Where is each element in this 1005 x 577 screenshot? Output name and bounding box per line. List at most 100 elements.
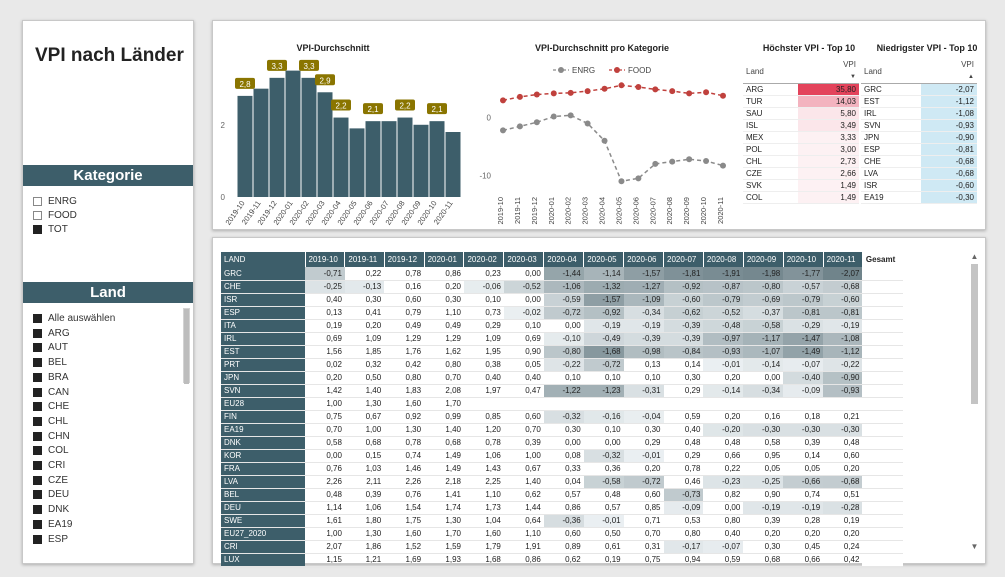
- table-row[interactable]: ISL 3,49: [743, 119, 859, 132]
- column-header[interactable]: 2020-04: [543, 252, 585, 267]
- land-slicer-scrollbar[interactable]: [183, 308, 190, 384]
- table-row[interactable]: DNK 0,58 0,68 0,78 0,68 0,78 0,39 0,00 0,00 0,29 0…: [221, 436, 903, 450]
- table-row[interactable]: GRC -0,71 0,22 0,78 0,86 0,23 0,00 -1,44 -1,14 -1…: [221, 267, 903, 281]
- land-item[interactable]: AUT: [33, 341, 68, 354]
- checkbox-icon[interactable]: [33, 446, 42, 456]
- point-enrg[interactable]: [703, 158, 710, 164]
- point-food[interactable]: [550, 90, 557, 97]
- land-item[interactable]: CHE: [33, 400, 69, 413]
- land-item[interactable]: EA19: [33, 518, 72, 531]
- land-item[interactable]: ESP: [33, 533, 68, 546]
- land-item[interactable]: BRA: [33, 371, 69, 384]
- checkbox-icon[interactable]: [33, 197, 42, 206]
- table-row[interactable]: ITA 0,19 0,20 0,49 0,49 0,29 0,10 0,00 -0,19 -0,1…: [221, 319, 903, 333]
- point-food[interactable]: [669, 88, 676, 95]
- checkbox-icon[interactable]: [33, 461, 42, 470]
- kategorie-item-food[interactable]: FOOD: [33, 209, 77, 222]
- column-header[interactable]: 2020-07: [663, 252, 704, 267]
- table-row[interactable]: EA19 -0,30: [861, 191, 977, 204]
- table-row[interactable]: BEL 0,48 0,39 0,76 1,41 1,10 0,62 0,57 0,48 0,60-…: [221, 488, 903, 502]
- table-row[interactable]: SWE 1,61 1,80 1,75 1,30 1,04 0,64 -0,36 -0,01 0,7…: [221, 514, 903, 528]
- point-food[interactable]: [703, 89, 710, 96]
- table-row[interactable]: EA19 0,70 1,00 1,30 1,40 1,20 0,70 0,30 0,10 0,30…: [221, 423, 903, 437]
- legend-label-enrg[interactable]: ENRG: [572, 66, 595, 75]
- matrix-scroll-thumb[interactable]: [971, 264, 978, 404]
- scroll-down-icon[interactable]: ▼: [970, 542, 979, 551]
- column-header[interactable]: 2020-08: [703, 252, 744, 267]
- bar[interactable]: [301, 77, 317, 197]
- column-header[interactable]: Gesamt: [862, 252, 904, 267]
- point-enrg[interactable]: [635, 175, 642, 182]
- table-row[interactable]: EU27_2020 1,00 1,30 1,60 1,70 1,60 1,10 0,60 0,5…: [221, 527, 903, 541]
- top10-low-col-vpi[interactable]: VPI ▲: [920, 59, 977, 84]
- point-food[interactable]: [720, 92, 726, 99]
- bar[interactable]: [413, 124, 429, 197]
- table-row[interactable]: EU28 1,00 1,30 1,60 1,70: [221, 397, 903, 411]
- point-food[interactable]: [652, 86, 659, 93]
- point-enrg[interactable]: [516, 123, 523, 130]
- bar[interactable]: [269, 77, 285, 197]
- table-row[interactable]: SVN -0,93: [861, 119, 977, 132]
- column-header[interactable]: 2019-11: [344, 252, 385, 267]
- checkbox-icon[interactable]: [33, 490, 42, 500]
- bar[interactable]: [333, 117, 349, 197]
- land-item[interactable]: ARG: [33, 327, 70, 340]
- column-header[interactable]: 2020-02: [463, 252, 505, 267]
- table-row[interactable]: EST 1,56 1,85 1,76 1,62 1,95 0,90 -0,80 -1,68 -0,…: [221, 345, 903, 359]
- land-item[interactable]: Alle auswählen: [33, 312, 115, 325]
- bar[interactable]: [381, 121, 397, 197]
- land-item[interactable]: DEU: [33, 488, 69, 501]
- column-header[interactable]: 2020-05: [583, 252, 625, 267]
- checkbox-icon[interactable]: [33, 475, 42, 485]
- land-item[interactable]: CHL: [33, 415, 68, 428]
- point-food[interactable]: [635, 84, 642, 91]
- land-item[interactable]: COL: [33, 444, 69, 457]
- table-row[interactable]: FRA 0,76 1,03 1,46 1,49 1,43 0,67 0,33 0,36 0,20 0…: [221, 462, 903, 476]
- table-row[interactable]: SVN 1,42 1,40 1,83 2,08 1,97 0,47 -1,22 -1,23 -0,…: [221, 384, 903, 398]
- kategorie-item-enrg[interactable]: ENRG: [33, 195, 77, 208]
- table-row[interactable]: PRT 0,02 0,32 0,42 0,80 0,38 0,05 -0,22 -0,72 0,1…: [221, 358, 903, 372]
- column-header[interactable]: 2020-06: [623, 252, 665, 267]
- table-row[interactable]: POL 3,00: [743, 143, 859, 156]
- column-header[interactable]: 2020-01: [424, 252, 465, 267]
- checkbox-icon[interactable]: [33, 519, 42, 529]
- point-enrg[interactable]: [500, 127, 506, 134]
- column-header[interactable]: 2020-03: [503, 252, 545, 267]
- point-food[interactable]: [601, 85, 608, 92]
- point-enrg[interactable]: [533, 119, 540, 126]
- checkbox-icon[interactable]: [33, 225, 42, 234]
- table-row[interactable]: JPN 0,20 0,50 0,80 0,70 0,40 0,40 0,10 0,10 0,10 0…: [221, 371, 903, 385]
- bar[interactable]: [285, 70, 301, 197]
- table-row[interactable]: EST -1,12: [861, 95, 977, 108]
- point-food[interactable]: [567, 89, 574, 96]
- land-item[interactable]: CZE: [33, 474, 68, 487]
- point-food[interactable]: [516, 93, 523, 100]
- point-food[interactable]: [618, 82, 625, 89]
- checkbox-icon[interactable]: [33, 328, 42, 338]
- bar[interactable]: [365, 121, 381, 197]
- column-header[interactable]: LAND: [221, 252, 306, 267]
- table-row[interactable]: COL 1,49: [743, 191, 859, 204]
- checkbox-icon[interactable]: [33, 343, 42, 353]
- table-row[interactable]: LUX 1,15 1,21 1,69 1,93 1,68 0,86 0,62 0,19 0,75 0…: [221, 553, 903, 567]
- point-enrg[interactable]: [567, 112, 574, 119]
- top10-high-col-vpi[interactable]: VPI ▼: [798, 59, 859, 84]
- land-item[interactable]: CAN: [33, 386, 69, 399]
- bar[interactable]: [317, 92, 333, 197]
- checkbox-icon[interactable]: [33, 358, 42, 368]
- table-row[interactable]: CZE 2,66: [743, 167, 859, 180]
- table-row[interactable]: JPN -0,90: [861, 131, 977, 144]
- table-row[interactable]: FIN 0,75 0,67 0,92 0,99 0,85 0,60 -0,32 -0,16 -0,…: [221, 410, 903, 424]
- top10-high-col-land[interactable]: Land: [743, 59, 799, 84]
- column-header[interactable]: 2019-10: [305, 252, 346, 267]
- kategorie-item-tot[interactable]: TOT: [33, 223, 68, 236]
- point-enrg[interactable]: [550, 113, 557, 120]
- table-row[interactable]: TUR 14,03: [743, 95, 859, 108]
- point-enrg[interactable]: [669, 158, 676, 165]
- checkbox-icon[interactable]: [33, 402, 42, 412]
- table-row[interactable]: CHE -0,68: [861, 155, 977, 168]
- checkbox-icon[interactable]: [33, 372, 42, 382]
- table-row[interactable]: SVK 1,49: [743, 179, 859, 192]
- point-enrg[interactable]: [720, 162, 726, 169]
- table-row[interactable]: MEX 3,33: [743, 131, 859, 144]
